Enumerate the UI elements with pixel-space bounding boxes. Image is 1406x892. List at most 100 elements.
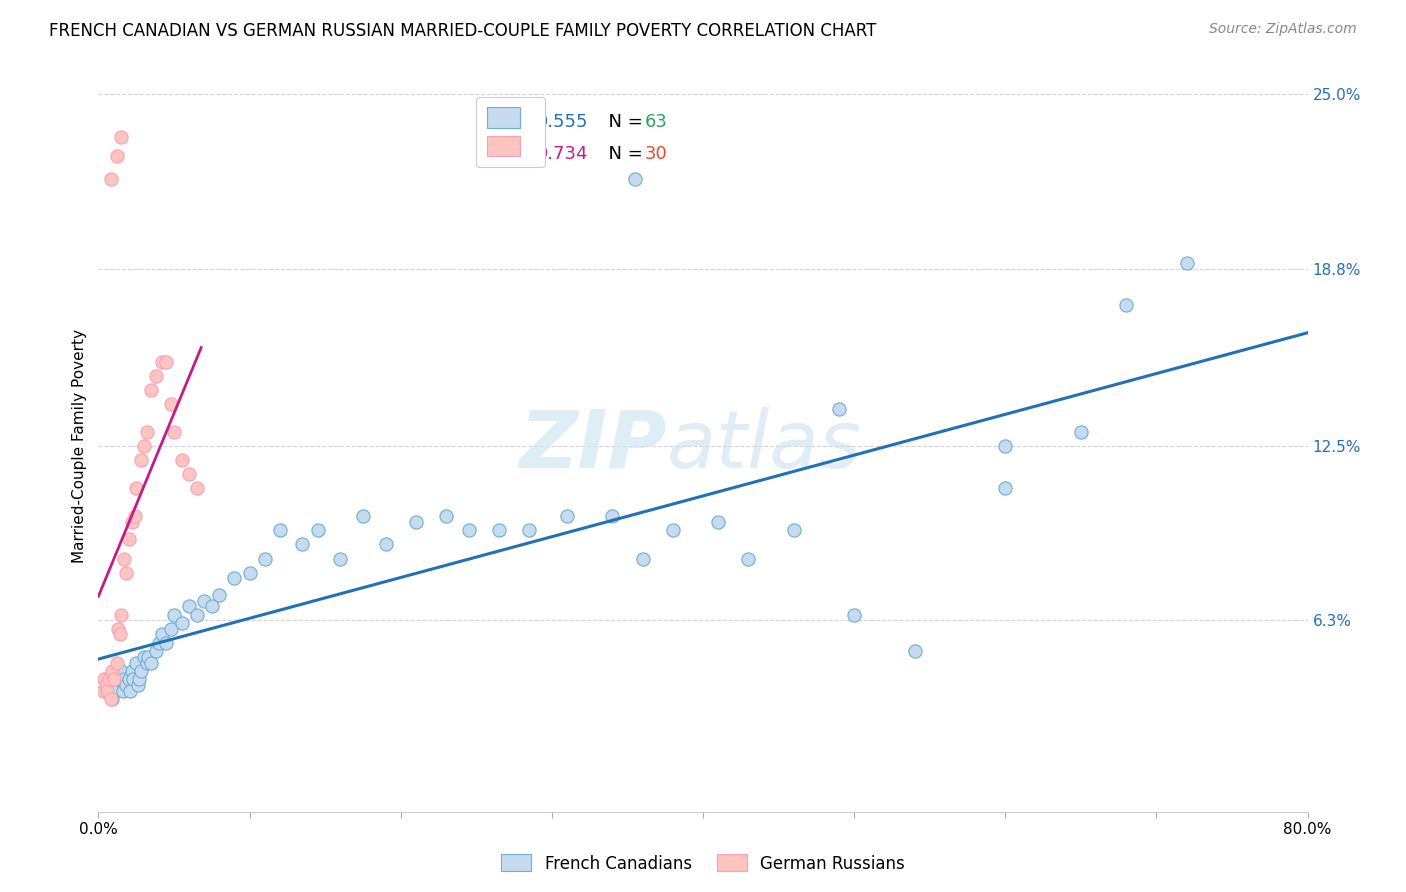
Point [163, 425, 186, 439]
Point [352, 509, 374, 524]
Point [844, 607, 866, 622]
Point [101, 692, 124, 706]
Point [145, 644, 167, 658]
Point [1070, 425, 1092, 439]
Text: R =: R = [495, 113, 534, 131]
Text: N =: N = [596, 113, 648, 131]
Point [170, 453, 193, 467]
Point [125, 481, 148, 495]
Point [405, 515, 427, 529]
Text: 63: 63 [645, 113, 668, 131]
Point [201, 599, 224, 614]
Text: atlas: atlas [666, 407, 862, 485]
Point [160, 622, 183, 636]
Point [141, 383, 163, 397]
Text: ZIP: ZIP [519, 407, 666, 485]
Point [107, 622, 129, 636]
Point [374, 537, 396, 551]
Point [179, 467, 201, 482]
Point [96, 683, 118, 698]
Point [193, 593, 215, 607]
Point [129, 664, 152, 678]
Point [994, 481, 1017, 495]
Point [186, 481, 208, 495]
Point [111, 683, 134, 698]
Point [434, 509, 457, 524]
Point [224, 571, 246, 585]
Point [112, 673, 135, 687]
Point [141, 656, 163, 670]
Point [661, 524, 683, 538]
Point [100, 692, 122, 706]
Point [132, 439, 155, 453]
Point [329, 551, 352, 566]
Point [135, 656, 157, 670]
Point [98, 673, 121, 687]
Point [114, 678, 136, 692]
Point [135, 425, 157, 439]
Legend: French Canadians, German Russians: French Canadians, German Russians [495, 847, 911, 880]
Text: FRENCH CANADIAN VS GERMAN RUSSIAN MARRIED-COUPLE FAMILY POVERTY CORRELATION CHAR: FRENCH CANADIAN VS GERMAN RUSSIAN MARRIE… [49, 22, 876, 40]
Point [994, 439, 1017, 453]
Point [114, 566, 136, 580]
Point [150, 627, 173, 641]
Point [707, 515, 730, 529]
Point [783, 524, 806, 538]
Point [155, 354, 177, 368]
Point [136, 650, 159, 665]
Point [108, 673, 131, 687]
Point [105, 656, 128, 670]
Legend: , : , [477, 96, 546, 167]
Text: 0.734: 0.734 [537, 145, 589, 162]
Text: N =: N = [596, 145, 648, 162]
Point [186, 607, 208, 622]
Point [110, 607, 132, 622]
Text: R =: R = [495, 145, 534, 162]
Point [118, 532, 141, 546]
Point [120, 683, 142, 698]
Point [100, 171, 122, 186]
Point [291, 537, 314, 551]
Point [150, 354, 173, 368]
Point [124, 509, 146, 524]
Text: Source: ZipAtlas.com: Source: ZipAtlas.com [1209, 22, 1357, 37]
Point [128, 673, 150, 687]
Point [488, 524, 510, 538]
Point [105, 673, 128, 687]
Point [163, 607, 186, 622]
Y-axis label: Married-Couple Family Poverty: Married-Couple Family Poverty [72, 329, 87, 563]
Text: 0.555: 0.555 [537, 113, 589, 131]
Point [170, 616, 193, 631]
Point [103, 683, 125, 698]
Point [1115, 298, 1137, 312]
Point [624, 171, 647, 186]
Point [110, 664, 132, 678]
Point [239, 566, 262, 580]
Point [179, 599, 201, 614]
Point [101, 664, 124, 678]
Point [96, 673, 118, 687]
Point [98, 683, 121, 698]
Point [121, 664, 143, 678]
Point [110, 129, 132, 144]
Point [828, 402, 851, 417]
Point [103, 673, 125, 687]
Point [307, 524, 329, 538]
Point [112, 551, 135, 566]
Point [121, 515, 143, 529]
Point [269, 524, 291, 538]
Point [631, 551, 654, 566]
Point [253, 551, 276, 566]
Point [602, 509, 624, 524]
Point [160, 397, 183, 411]
Point [132, 650, 155, 665]
Text: 30: 30 [645, 145, 668, 162]
Point [148, 636, 170, 650]
Point [517, 524, 540, 538]
Point [91, 683, 114, 698]
Point [100, 678, 122, 692]
Point [129, 453, 152, 467]
Point [555, 509, 578, 524]
Point [1175, 256, 1198, 270]
Point [118, 673, 141, 687]
